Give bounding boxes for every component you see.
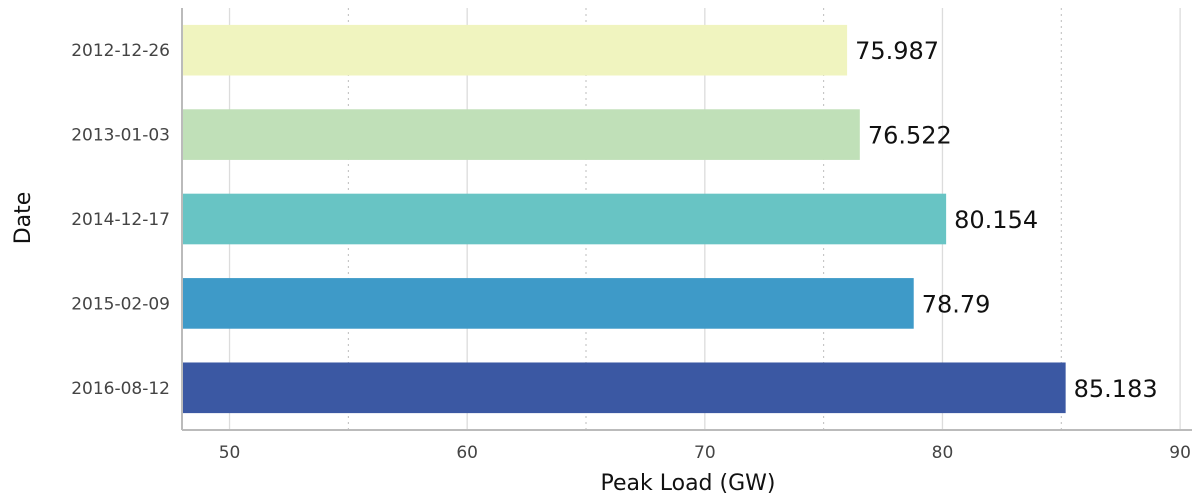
y-tick-label: 2012-12-26 [71,41,170,61]
bar [182,109,860,160]
x-tick-label: 80 [932,443,954,463]
data-label: 75.987 [855,37,939,65]
y-tick-label: 2016-08-12 [71,379,170,399]
x-tick-label: 50 [219,443,241,463]
bar [182,193,947,245]
bar [182,362,1066,414]
bars [182,24,1066,414]
y-axis-title: Date [11,192,36,245]
data-label: 76.522 [868,122,952,150]
x-tick-label: 60 [456,443,478,463]
bar [182,24,848,76]
data-label: 80.154 [954,206,1038,234]
y-tick-label: 2014-12-17 [71,210,170,230]
bar [182,278,914,329]
x-axis-title: Peak Load (GW) [601,471,776,496]
x-tick-label: 90 [1169,443,1191,463]
y-tick-label: 2013-01-03 [71,126,170,146]
y-tick-label: 2015-02-09 [71,294,170,314]
data-label: 78.79 [922,290,991,318]
axes: 50 60 70 80 90 2012-12-26 75.987 2013-01-03 76.5… [71,8,1192,463]
x-tick-label: 70 [694,443,716,463]
data-label: 85.183 [1074,375,1158,403]
